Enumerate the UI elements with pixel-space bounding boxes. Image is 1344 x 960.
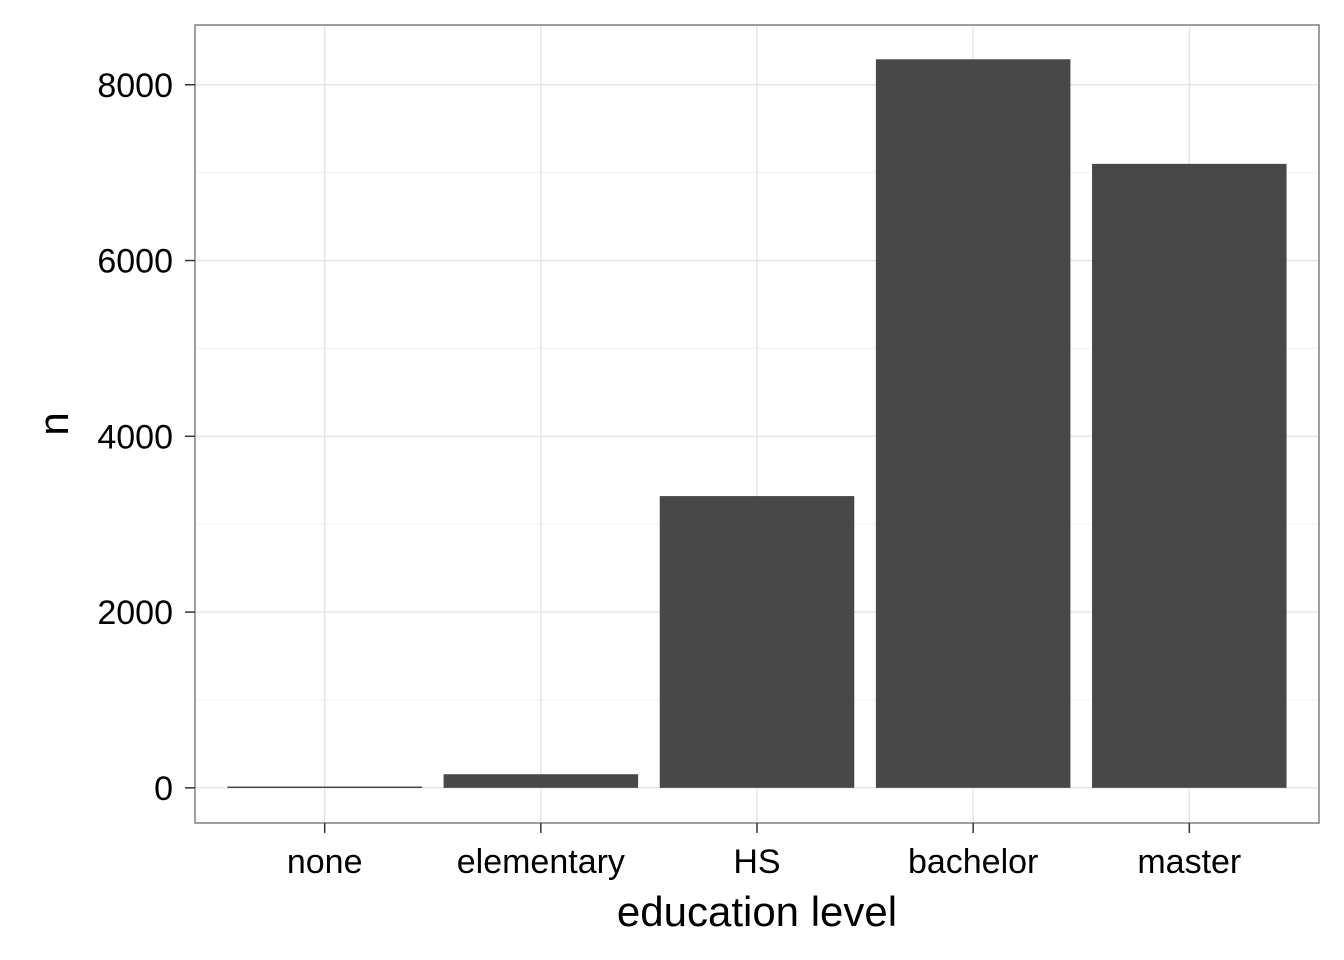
bar-master <box>1092 163 1287 788</box>
x-tick-label: HS <box>733 843 780 881</box>
y-tick-label: 8000 <box>97 67 173 105</box>
x-tick-label: elementary <box>457 843 625 881</box>
y-tick-label: 2000 <box>97 594 173 632</box>
bar-hs <box>659 496 855 788</box>
y-axis-title: n <box>30 412 77 435</box>
bars <box>227 59 1287 789</box>
bar-bachelor <box>875 59 1071 788</box>
y-axis: 0 2000 4000 6000 8000 <box>97 67 195 808</box>
x-axis-title: education level <box>617 888 897 935</box>
x-tick-label: master <box>1137 843 1241 881</box>
bar-elementary <box>443 774 639 788</box>
x-tick-label: none <box>287 843 363 881</box>
x-tick-label: bachelor <box>908 843 1038 881</box>
y-tick-label: 0 <box>154 770 173 808</box>
x-axis: none elementary HS bachelor master <box>287 823 1241 881</box>
bar-none <box>227 786 422 789</box>
y-tick-label: 6000 <box>97 243 173 281</box>
y-tick-label: 4000 <box>97 418 173 456</box>
